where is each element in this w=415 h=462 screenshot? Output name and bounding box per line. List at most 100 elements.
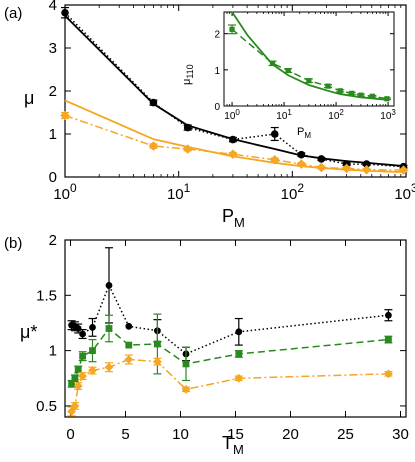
inset-x-tick-label: 103 bbox=[380, 108, 396, 122]
panel-a-series-4-line bbox=[64, 114, 404, 171]
inset-series-1 bbox=[231, 11, 389, 101]
inset-series bbox=[228, 11, 391, 102]
panel-b-x-tick-label: 25 bbox=[337, 426, 354, 443]
panel-a-point bbox=[341, 163, 352, 174]
panel-b-point bbox=[181, 384, 191, 394]
panel-b-point bbox=[124, 355, 134, 364]
panel-a-series-4 bbox=[60, 110, 409, 175]
inset-series-2-line bbox=[231, 28, 388, 100]
inset-y-ticks: 0 1 2 bbox=[214, 30, 394, 113]
panel-b-series-3 bbox=[67, 354, 393, 417]
panel-b-point bbox=[68, 380, 75, 388]
panel-b-x-tick-label: 15 bbox=[227, 426, 244, 443]
panel-a-y-tick-label: 3 bbox=[49, 40, 57, 57]
panel-a-point bbox=[270, 130, 279, 138]
panel-b-y-tick-label: 1.5 bbox=[36, 287, 57, 304]
inset-point bbox=[306, 78, 312, 84]
panel-b-series-2 bbox=[67, 313, 393, 388]
panel-b-point bbox=[71, 374, 79, 382]
panel-a-point bbox=[296, 159, 307, 169]
panel-b-y-tick-label: 2 bbox=[49, 232, 57, 249]
panel-b-point bbox=[74, 366, 82, 373]
panel-b-point bbox=[79, 352, 86, 360]
inset-point bbox=[337, 88, 343, 94]
panel-a-point bbox=[297, 150, 306, 159]
inset-x-tick-label: 102 bbox=[328, 108, 344, 122]
panel-b-point bbox=[385, 311, 392, 319]
panel-a-point bbox=[149, 98, 158, 107]
panel-b-point bbox=[385, 336, 392, 343]
panel-b-xlabel: TM bbox=[222, 433, 244, 457]
panel-a-y-ticks: 0 1 2 3 4 bbox=[49, 0, 406, 186]
panel-b-point bbox=[79, 330, 86, 338]
inset-plot: μ110 PM 100 101 102 103 0 1 2 bbox=[181, 11, 396, 140]
panel-b-point bbox=[182, 360, 190, 368]
panel-b-ylabel: μ* bbox=[20, 322, 37, 342]
panel-b-series-1 bbox=[67, 247, 393, 362]
inset-y-tick-label: 0 bbox=[214, 102, 220, 113]
panel-a-y-tick-label: 2 bbox=[49, 83, 57, 100]
inset-x-tick-label: 100 bbox=[224, 108, 240, 122]
inset-point bbox=[358, 92, 364, 98]
panel-a-point bbox=[269, 155, 280, 165]
panel-a-series-3-line bbox=[64, 99, 407, 174]
panel-a-x-tick-label: 102 bbox=[281, 181, 305, 203]
panel-b-point bbox=[89, 323, 96, 331]
panel-a-point bbox=[183, 123, 192, 132]
panel-b-label: (b) bbox=[4, 235, 22, 252]
inset-series-2 bbox=[228, 24, 391, 102]
panel-a-x-ticks: 100 101 102 103 bbox=[53, 5, 415, 203]
panel-b-point bbox=[154, 340, 161, 348]
panel-b-point bbox=[88, 366, 97, 375]
panel-a-series-1-line bbox=[64, 15, 407, 168]
panel-b-point bbox=[73, 381, 83, 391]
panel-b-point bbox=[153, 357, 162, 367]
panel-b-y-tick-label: 0.5 bbox=[36, 398, 57, 415]
panel-a-point bbox=[398, 165, 409, 175]
inset-point bbox=[349, 90, 355, 96]
panel-a-series-3 bbox=[64, 99, 407, 174]
panel-b-point bbox=[105, 325, 113, 332]
panel-b-point bbox=[74, 325, 82, 332]
panel-a-point bbox=[361, 164, 372, 175]
panel-a-point bbox=[182, 144, 193, 154]
panel-b-point bbox=[234, 373, 244, 383]
panel-a-ylabel: μ bbox=[24, 88, 34, 108]
inset-point bbox=[384, 96, 390, 102]
inset-xlabel: PM bbox=[297, 126, 311, 140]
panel-b-point bbox=[104, 362, 114, 372]
panel-b-series-3-line bbox=[70, 358, 389, 412]
panel-b-point bbox=[70, 401, 80, 411]
panel-a-point bbox=[317, 155, 326, 163]
panel-b-x-tick-label: 30 bbox=[392, 426, 409, 443]
panel-a-y-tick-label: 0 bbox=[49, 169, 57, 186]
inset-point bbox=[269, 60, 276, 66]
panel-a-point bbox=[229, 135, 237, 144]
panel-b-point bbox=[235, 328, 243, 336]
panel-a-point bbox=[60, 110, 70, 121]
inset-point bbox=[325, 83, 331, 89]
panel-b-x-tick-label: 0 bbox=[66, 426, 74, 443]
panel-b-point bbox=[125, 341, 133, 349]
inset-x-tick-label: 101 bbox=[276, 108, 292, 122]
panel-b-point bbox=[384, 369, 393, 379]
panel-b-point bbox=[78, 371, 87, 381]
panel-b-point bbox=[235, 350, 243, 358]
panel-b-point bbox=[89, 347, 96, 355]
panel-a-x-tick-label: 103 bbox=[394, 181, 415, 203]
panel-a-series bbox=[60, 6, 409, 175]
panel-b-point bbox=[125, 322, 133, 330]
panel-b-x-tick-label: 20 bbox=[282, 426, 299, 443]
panel-a-xlabel: PM bbox=[222, 206, 245, 230]
panel-a-point bbox=[228, 149, 238, 160]
inset-y-tick-label: 2 bbox=[214, 30, 220, 41]
panel-b-y-ticks: 0.5 1 1.5 2 bbox=[36, 232, 406, 415]
panel-a-x-tick-label: 100 bbox=[53, 181, 77, 203]
panel-a-series-1 bbox=[64, 15, 407, 168]
inset-series-1-line bbox=[231, 11, 389, 101]
inset-point bbox=[369, 93, 376, 99]
panel-b: (b) μ* TM 0 5 10 15 20 25 30 0.5 1 1.5 2 bbox=[4, 232, 409, 457]
inset-ylabel: μ110 bbox=[181, 64, 195, 85]
panel-a-point bbox=[362, 160, 371, 168]
